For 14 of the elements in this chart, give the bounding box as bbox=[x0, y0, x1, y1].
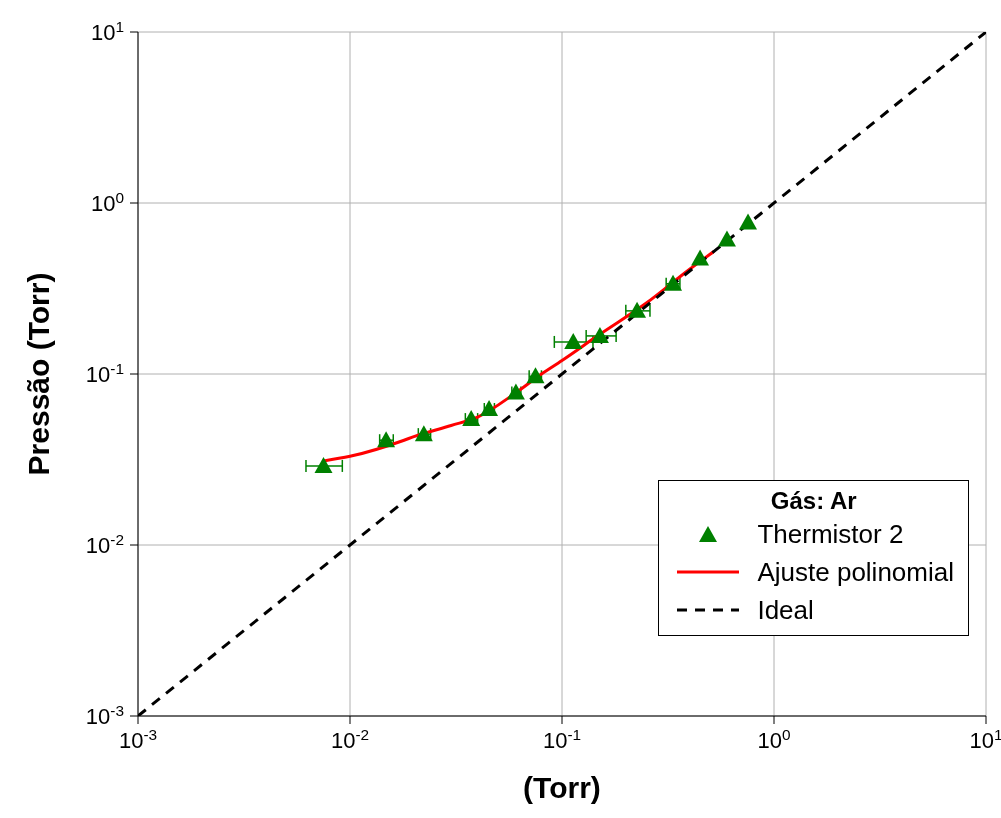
x-tick-label: 10$^{1}$ bbox=[969, 725, 1001, 753]
y-tick-label: 10$^{0}$ bbox=[90, 188, 124, 216]
x-tick-label: 10$^{0}$ bbox=[757, 725, 791, 753]
y-tick-label: 10$^{1}$ bbox=[90, 17, 124, 45]
x-axis-title: (Torr) bbox=[523, 771, 601, 804]
legend-label: Ajuste polinomial bbox=[757, 556, 954, 588]
y-axis-title: Pressão (Torr) bbox=[21, 272, 55, 476]
legend-label: Thermistor 2 bbox=[757, 518, 904, 550]
y-tick-label: 10$^{-1}$ bbox=[85, 359, 124, 387]
y-tick-label: 10$^{-2}$ bbox=[85, 530, 124, 558]
legend-label: Ideal bbox=[757, 594, 814, 626]
legend-title: Gás: Ar bbox=[769, 487, 858, 515]
x-tick-label: 10$^{-2}$ bbox=[330, 725, 370, 753]
x-tick-label: 10$^{-1}$ bbox=[542, 725, 582, 753]
